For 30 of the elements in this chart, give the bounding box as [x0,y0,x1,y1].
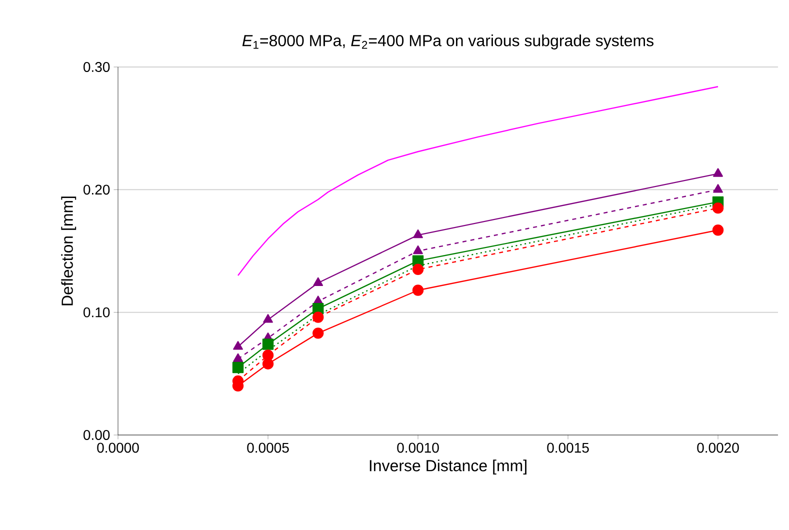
y-tick-label: 0.20 [84,184,110,195]
point [262,338,274,350]
x-tick-label: 0.0015 [547,442,589,453]
x-tick-label: 0.0020 [697,442,739,453]
point [262,358,274,370]
y-tick-label: 0.00 [84,430,110,440]
line-series [237,86,719,276]
point [233,341,243,350]
x-axis-title: Inverse Distance [mm] [370,460,526,474]
point [712,202,724,214]
point [263,314,273,323]
x-tick-label: 0.0010 [397,442,439,453]
point [412,284,424,296]
x-tick-label: 0.0005 [247,442,289,453]
point [712,224,724,236]
point [312,328,324,339]
y-tick-label: 0.10 [84,307,110,318]
point [713,168,723,177]
point [233,353,243,362]
y-axis-title: Deflection [mm] [61,196,76,306]
point [413,229,423,238]
point [412,264,424,275]
y-tick-label: 0.30 [84,62,110,72]
point [713,184,723,193]
point [413,245,423,254]
x-tick-label: 0.0000 [97,442,139,453]
point [312,312,324,323]
point [313,277,324,286]
point [232,362,244,374]
chart-title: E$_{1}$=8000 MPa, E$_{2}$=400 MPa on various subgrade systems [242,34,654,50]
